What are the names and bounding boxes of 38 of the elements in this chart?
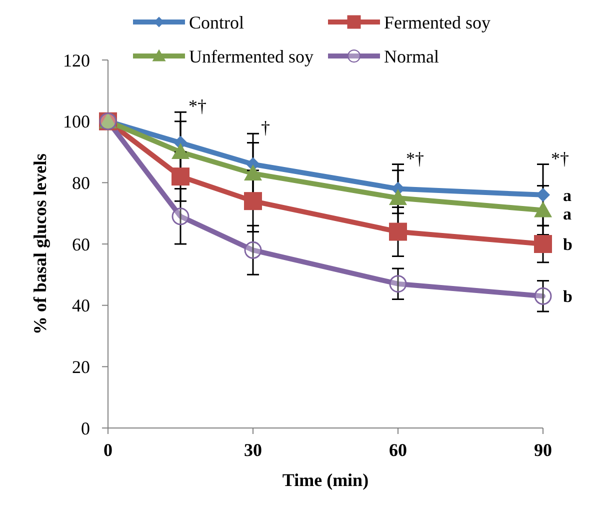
y-tick-label: 60 [72, 234, 90, 254]
legend-label: Control [189, 12, 244, 32]
point [244, 192, 262, 210]
annotation: b [563, 234, 572, 254]
point [389, 222, 407, 241]
point [536, 188, 550, 202]
point [172, 208, 190, 226]
annotation: † [261, 118, 270, 138]
annotation: a [563, 204, 572, 224]
y-tick-label: 20 [72, 356, 90, 377]
annotation: *† [188, 96, 206, 116]
annotation: *† [551, 148, 569, 168]
x-tick-label: 90 [534, 440, 552, 460]
point [534, 287, 552, 305]
x-axis-title: Time (min) [282, 470, 369, 490]
legend-label: Fermented soy [384, 12, 490, 32]
point [389, 189, 407, 205]
y-tick-label: 40 [72, 296, 90, 316]
annotation: b [563, 287, 572, 306]
point [534, 235, 552, 253]
annotation: a [563, 186, 572, 205]
y-axis-title: % of basal glucos levels [30, 153, 50, 335]
point [172, 168, 190, 186]
annotation: *† [406, 148, 424, 168]
point [244, 164, 262, 180]
y-tick-label: 100 [63, 112, 90, 132]
x-tick-label: 0 [104, 440, 112, 460]
point [172, 143, 190, 159]
legend-label: Normal [384, 46, 439, 66]
x-tick-label: 60 [389, 440, 407, 460]
y-tick-label: 80 [72, 172, 90, 193]
y-tick-label: 0 [81, 418, 90, 438]
y-tick-label: 120 [63, 50, 90, 70]
x-tick-label: 30 [244, 440, 262, 460]
point [389, 275, 407, 293]
point [244, 241, 262, 259]
point [534, 201, 552, 218]
legend-label: Unfermented soy [189, 46, 314, 66]
